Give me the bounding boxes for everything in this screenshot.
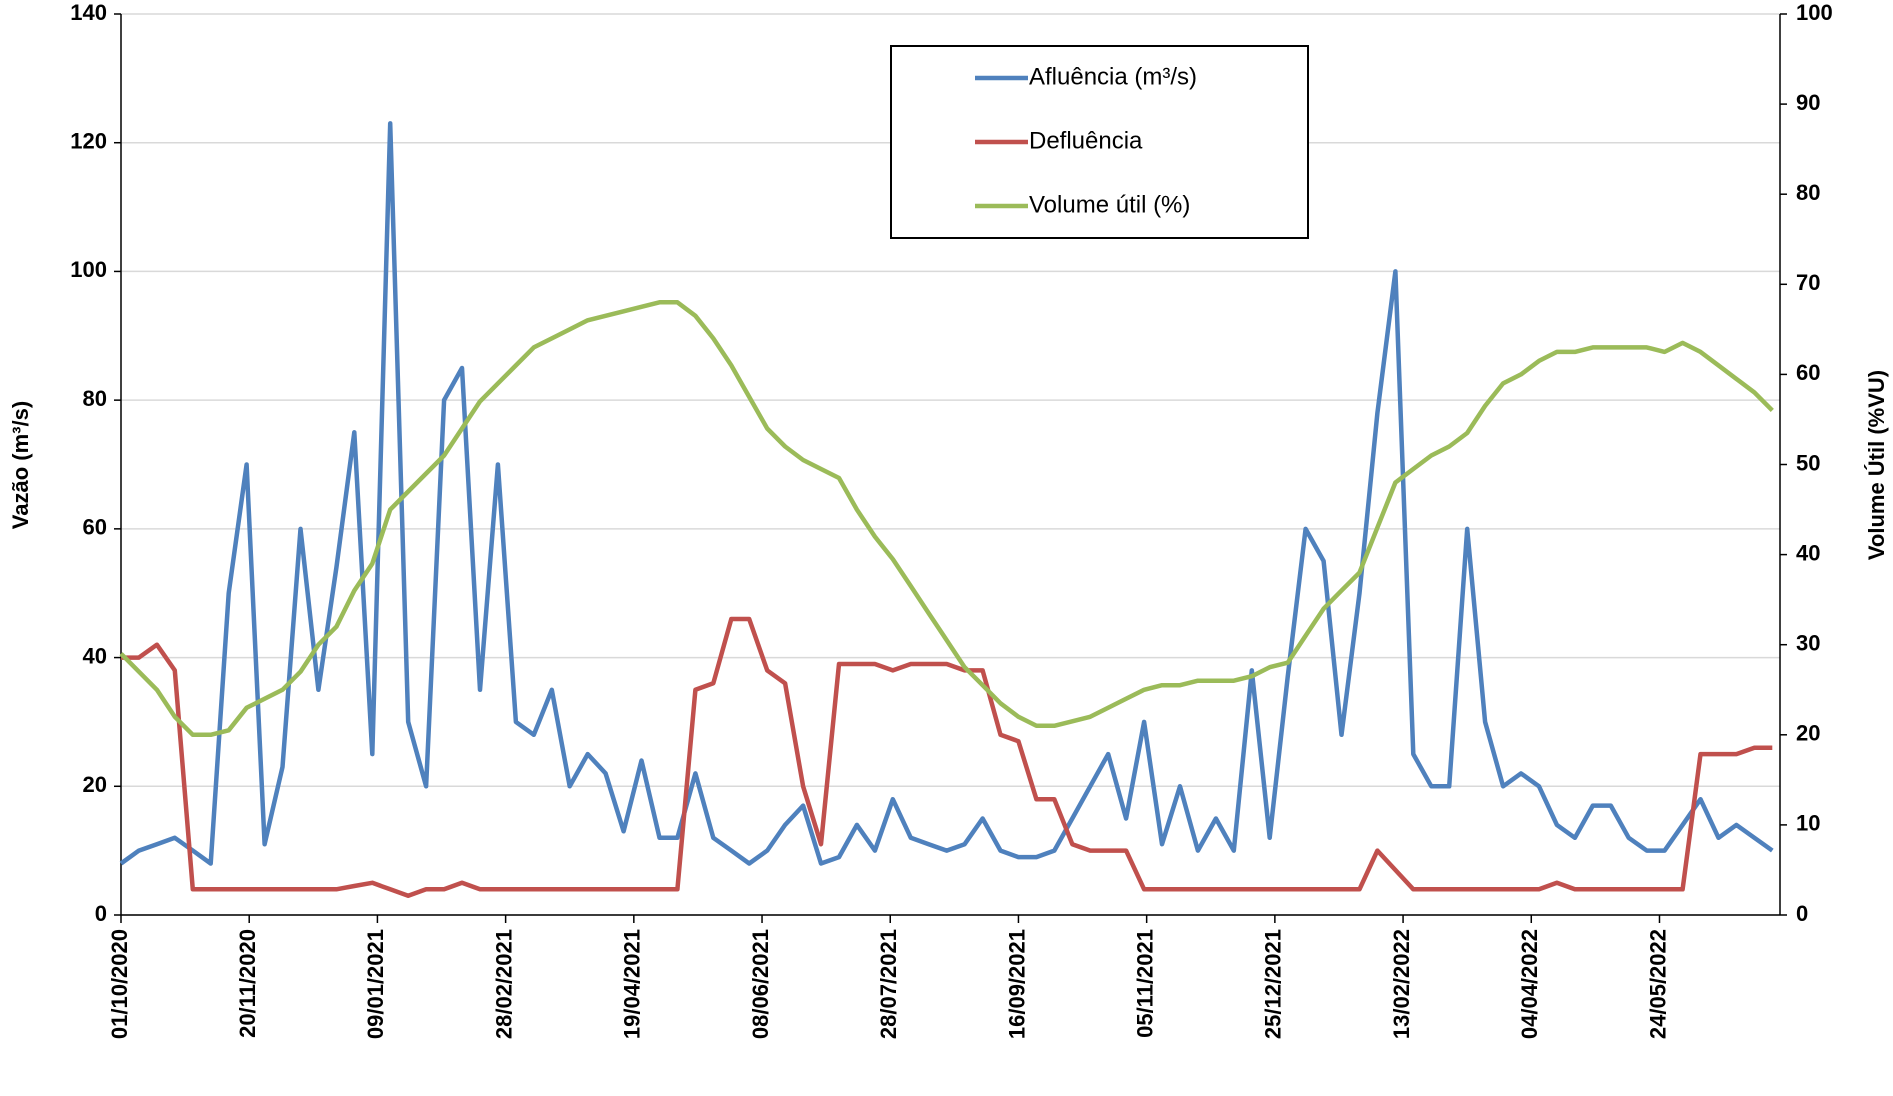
y2-tick-label: 20 [1796, 721, 1820, 746]
x-tick-label: 04/04/2022 [1517, 929, 1542, 1039]
x-tick-label: 25/12/2021 [1261, 929, 1286, 1039]
y-tick-label: 60 [83, 515, 107, 540]
legend-label: Afluência (m³/s) [1029, 63, 1197, 90]
y2-tick-label: 80 [1796, 180, 1820, 205]
y-tick-label: 140 [70, 0, 107, 25]
x-tick-label: 16/09/2021 [1004, 929, 1029, 1039]
x-tick-label: 09/01/2021 [363, 929, 388, 1039]
y2-tick-label: 60 [1796, 360, 1820, 385]
legend-box [890, 45, 1309, 239]
series-line [119, 300, 1774, 738]
y-tick-label: 40 [83, 643, 107, 668]
y2-tick-label: 40 [1796, 540, 1820, 565]
x-tick-label: 13/02/2022 [1389, 929, 1414, 1039]
x-tick-label: 20/11/2020 [235, 929, 260, 1038]
y-tick-label: 0 [95, 901, 107, 926]
y2-tick-label: 70 [1796, 270, 1820, 295]
x-tick-label: 28/02/2021 [491, 929, 516, 1039]
y-tick-label: 120 [70, 129, 107, 154]
y-tick-label: 80 [83, 386, 107, 411]
y2-tick-label: 90 [1796, 90, 1820, 115]
y-tick-label: 100 [70, 257, 107, 282]
x-tick-label: 19/04/2021 [620, 929, 645, 1039]
x-tick-label: 24/05/2022 [1645, 929, 1670, 1039]
x-tick-label: 28/07/2021 [876, 929, 901, 1039]
y-axis-label: Vazão (m³/s) [8, 401, 33, 529]
y2-tick-label: 10 [1796, 811, 1820, 836]
x-tick-label: 01/10/2020 [107, 929, 132, 1039]
legend-label: Volume útil (%) [1029, 191, 1190, 218]
y2-tick-label: 100 [1796, 0, 1833, 25]
x-tick-label: 08/06/2021 [748, 929, 773, 1039]
y2-axis-label: Volume Útil (%VU) [1864, 370, 1889, 560]
legend-label: Defluência [1029, 127, 1143, 154]
y2-tick-label: 50 [1796, 450, 1820, 475]
y-tick-label: 20 [83, 772, 107, 797]
y2-tick-label: 0 [1796, 901, 1808, 926]
series-line [119, 121, 1774, 866]
y2-tick-label: 30 [1796, 631, 1820, 656]
series-line [121, 616, 1773, 898]
x-tick-label: 05/11/2021 [1132, 929, 1157, 1038]
